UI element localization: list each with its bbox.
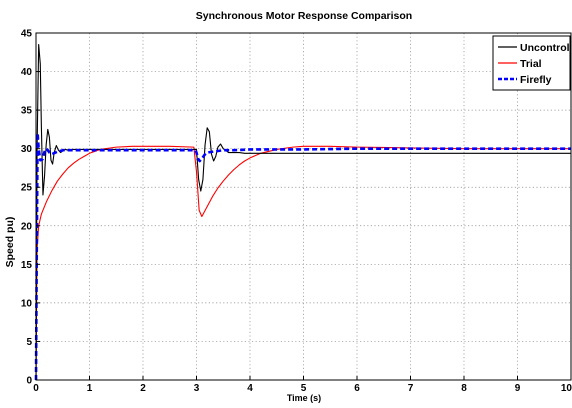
series-line-uncontrol <box>35 44 571 381</box>
x-tick-label: 10 <box>561 383 572 394</box>
series-lines <box>34 44 571 381</box>
legend-label-firefly: Firefly <box>520 74 552 86</box>
x-tick-label: 3 <box>194 383 200 394</box>
y-tick-label: 35 <box>21 106 33 117</box>
y-tick-label: 15 <box>21 260 33 271</box>
y-tick-label: 45 <box>21 29 33 40</box>
legend: Uncontrol Trial Firefly <box>492 35 571 91</box>
x-tick-label: 4 <box>247 383 253 394</box>
x-tick-label: 1 <box>87 383 93 394</box>
x-tick-label: 7 <box>408 383 414 394</box>
y-tick-label: 40 <box>21 67 33 78</box>
y-tick-label: 25 <box>21 183 33 194</box>
x-axis-ticks: 0 1 2 3 4 5 6 7 8 9 10 <box>33 376 572 394</box>
x-tick-label: 8 <box>461 383 467 394</box>
y-tick-label: 20 <box>21 221 33 232</box>
chart-title: Synchronous Motor Response Comparison <box>196 10 412 22</box>
legend-label-trial: Trial <box>520 58 542 70</box>
grid-lines <box>36 33 571 380</box>
y-tick-label: 30 <box>21 144 33 155</box>
x-tick-label: 9 <box>515 383 521 394</box>
y-tick-label: 0 <box>26 376 32 387</box>
x-tick-label: 2 <box>140 383 146 394</box>
y-axis-label: Speed pu) <box>4 217 16 268</box>
x-tick-label: 5 <box>301 383 307 394</box>
legend-label-uncontrol: Uncontrol <box>520 42 570 54</box>
y-axis-ticks: 0 5 10 15 20 25 30 35 40 45 <box>21 29 40 387</box>
x-axis-label: Time (s) <box>287 393 321 403</box>
series-line-trial <box>35 145 571 381</box>
x-tick-label: 6 <box>354 383 360 394</box>
y-tick-label: 5 <box>26 337 32 348</box>
series-line-firefly <box>34 131 571 381</box>
y-tick-label: 10 <box>21 298 33 309</box>
x-tick-label: 0 <box>33 383 39 394</box>
